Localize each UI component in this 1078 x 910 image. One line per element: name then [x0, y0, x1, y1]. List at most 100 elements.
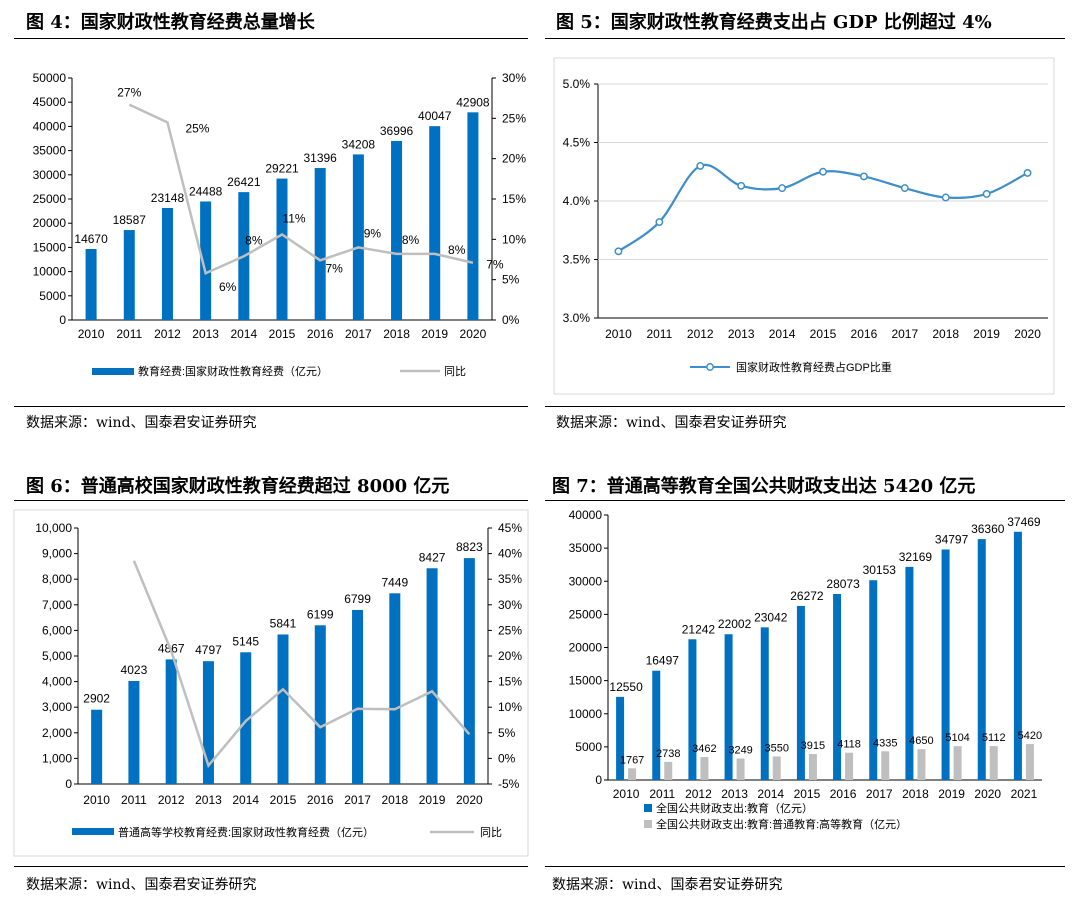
- y-tick-label: 40000: [569, 508, 603, 522]
- bar: [128, 681, 140, 784]
- legend-label-education: 全国公共财政支出:教育（亿元）: [656, 801, 813, 815]
- left-tick-label: 10,000: [35, 521, 72, 535]
- plot-frame: [553, 57, 1055, 395]
- x-tick-label: 2011: [649, 787, 675, 801]
- yoy-data-label: 6%: [219, 280, 237, 294]
- x-tick-label: 2011: [646, 327, 672, 341]
- gdp-share-line: [617, 163, 1029, 253]
- bar-data-label: 8427: [419, 550, 446, 564]
- gdp-share-point: [696, 161, 705, 170]
- left-tick-label: 8,000: [42, 572, 72, 586]
- figure-4-top-rule: [14, 38, 528, 39]
- bar: [123, 230, 135, 320]
- bar: [429, 126, 441, 321]
- figure-5-source: 数据来源：wind、国泰君安证券研究: [556, 415, 787, 431]
- left-tick-label: 10000: [33, 265, 67, 279]
- x-tick-label: 2016: [830, 787, 857, 801]
- yoy-data-label: 25%: [185, 121, 209, 135]
- left-tick-label: 2,000: [42, 726, 72, 740]
- figure-5-top-rule: [545, 38, 1065, 39]
- gdp-share-point: [900, 184, 909, 193]
- yoy-data-label: 27%: [117, 86, 141, 100]
- bar-higher-education: [664, 761, 673, 780]
- figure-5-title: 图 5：国家财政性教育经费支出占 GDP 比例超过 4%: [556, 12, 992, 33]
- figure-4-source: 数据来源：wind、国泰君安证券研究: [26, 415, 257, 431]
- x-tick-label: 2010: [605, 327, 632, 341]
- x-tick-label: 2017: [891, 327, 918, 341]
- left-tick-label: 20000: [33, 216, 67, 230]
- left-tick-label: 0: [65, 777, 72, 791]
- x-tick-label: 2015: [270, 793, 297, 807]
- higher-education-data-label: 3462: [692, 743, 716, 755]
- right-tick-label: 25%: [498, 623, 522, 637]
- left-tick-label: 7,000: [42, 598, 72, 612]
- bar-data-label: 4797: [195, 643, 222, 657]
- figure-4-bottom-rule: [14, 406, 528, 407]
- bar-data-label: 18587: [113, 213, 147, 227]
- bar: [467, 112, 479, 320]
- bar: [352, 154, 364, 320]
- bar: [277, 634, 289, 784]
- bar-data-label: 6199: [307, 607, 334, 621]
- bar-data-label: 36996: [380, 124, 414, 138]
- x-tick-label: 2020: [1014, 327, 1041, 341]
- gdp-share-point: [778, 184, 787, 193]
- left-tick-label: 5,000: [42, 649, 72, 663]
- bar-education: [688, 639, 697, 780]
- left-tick-label: 45000: [33, 95, 67, 109]
- y-tick-label: 25000: [569, 607, 603, 621]
- figure-7-title: 图 7：普通高等教育全国公共财政支出达 5420 亿元: [552, 476, 976, 497]
- bar-education: [905, 566, 914, 780]
- bar: [352, 609, 364, 784]
- x-tick-label: 2019: [973, 327, 1000, 341]
- x-tick-label: 2013: [728, 327, 755, 341]
- y-tick-label: 3.0%: [563, 311, 591, 325]
- education-data-label: 34797: [935, 532, 969, 546]
- figure-7-source: 数据来源：wind、国泰君安证券研究: [552, 877, 783, 893]
- x-tick-label: 2014: [232, 793, 259, 807]
- bar-higher-education: [917, 749, 926, 780]
- x-tick-label: 2020: [974, 787, 1001, 801]
- x-tick-label: 2011: [121, 793, 147, 807]
- bar-education: [796, 605, 805, 780]
- left-tick-label: 40000: [33, 119, 67, 133]
- bar-education: [724, 634, 733, 780]
- higher-education-data-label: 4650: [909, 735, 933, 747]
- right-tick-label: 30%: [498, 598, 522, 612]
- left-tick-label: 35000: [33, 144, 67, 158]
- bar: [91, 709, 103, 784]
- figure-7-chart: 0 5000 10000 15000 20000 25000 30000 35000 40000…: [569, 508, 1043, 831]
- y-tick-label: 15000: [569, 674, 603, 688]
- x-tick-label: 2017: [345, 327, 372, 341]
- bar-data-label: 26421: [227, 175, 261, 189]
- bar-data-label: 24488: [189, 184, 223, 198]
- y-tick-label: 30000: [569, 574, 603, 588]
- left-tick-label: 5000: [39, 289, 66, 303]
- legend-line-label: 同比: [444, 365, 466, 378]
- education-data-label: 28073: [826, 577, 860, 591]
- x-tick-label: 2020: [460, 327, 487, 341]
- x-tick-label: 2018: [383, 327, 410, 341]
- higher-education-data-label: 1767: [620, 754, 644, 766]
- right-tick-label: 0%: [498, 751, 516, 765]
- figure-6-chart: 0 1,000 2,000 3,000 4,000 5,000 6,000 7,000 8,00…: [13, 509, 529, 857]
- bar-higher-education: [953, 746, 962, 780]
- higher-education-data-label: 3915: [801, 740, 825, 752]
- x-tick-label: 2014: [230, 327, 257, 341]
- bar-education: [941, 549, 950, 780]
- right-tick-label: 0%: [502, 313, 520, 327]
- gdp-share-point: [655, 218, 664, 227]
- x-tick-label: 2012: [687, 327, 714, 341]
- legend-bar-swatch: [92, 368, 134, 375]
- bar-data-label: 23148: [151, 191, 185, 205]
- gdp-share-point: [982, 190, 991, 198]
- bar-data-label: 5841: [270, 616, 297, 630]
- x-tick-label: 2019: [421, 327, 448, 341]
- figure-6-bottom-rule: [14, 866, 528, 867]
- right-tick-label: 15%: [498, 675, 522, 689]
- bar-education: [760, 627, 769, 780]
- y-tick-label: 20000: [569, 641, 603, 655]
- higher-education-data-label: 3550: [765, 742, 789, 754]
- right-tick-label: 5%: [498, 726, 516, 740]
- yoy-data-label: 7%: [486, 258, 504, 272]
